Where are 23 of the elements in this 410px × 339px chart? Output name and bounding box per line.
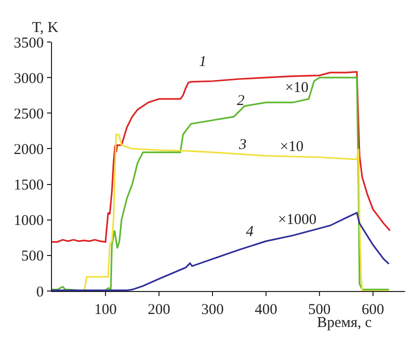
y-axis-title: T, K [32,20,59,36]
y-tick-label: 2500 [14,106,44,122]
line-series [52,76,390,291]
x-tick-label: 200 [148,302,170,318]
series-label: 3 [238,137,246,153]
series-label: 4 [246,224,254,240]
annotation: ×1000 [278,212,316,228]
y-tick-label: 500 [21,248,44,265]
y-tick-label: 1500 [14,178,44,194]
series-label: 2 [237,93,245,109]
annotation: ×10 [280,139,304,155]
annotation: ×10 [285,80,308,96]
series-label: 1 [199,54,206,70]
y-tick-label: 2000 [14,142,44,158]
y-tick-label: 1000 [14,213,44,230]
y-tick-label: 3500 [14,35,44,52]
x-tick-label: 400 [254,302,278,318]
line-series [52,71,391,243]
line-series [52,212,390,291]
y-tick-label: 3000 [14,70,44,87]
x-tick-label: 100 [94,302,117,318]
y-tick-label: 0 [36,284,44,300]
x-tick-label: 300 [201,302,224,318]
